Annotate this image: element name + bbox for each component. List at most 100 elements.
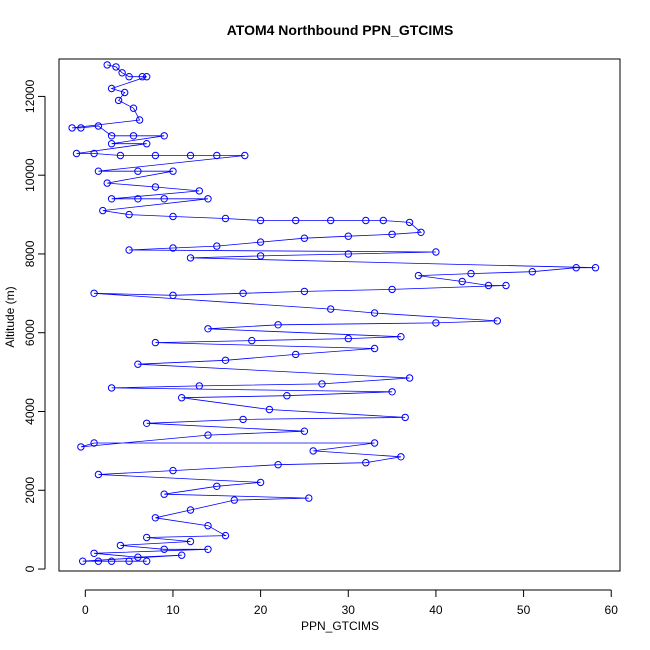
- data-point: [591, 264, 600, 272]
- data-point: [432, 248, 440, 256]
- data-point: [256, 478, 265, 487]
- data-point: [138, 73, 147, 81]
- data-point: [125, 557, 133, 565]
- x-tick-label: 0: [82, 603, 89, 617]
- data-point: [195, 382, 204, 390]
- data-point: [134, 553, 142, 561]
- data-point: [178, 394, 186, 402]
- data-point: [213, 151, 221, 160]
- data-point: [274, 321, 282, 329]
- data-point: [116, 151, 125, 160]
- data-point: [107, 132, 116, 140]
- data-point: [112, 63, 120, 71]
- data-point: [94, 470, 103, 479]
- data-point: [309, 447, 317, 455]
- data-point: [94, 122, 103, 130]
- x-tick-label: 60: [605, 603, 619, 617]
- data-point: [256, 216, 265, 225]
- data-point: [107, 384, 116, 392]
- data-point: [401, 413, 409, 422]
- data-point: [103, 179, 111, 187]
- y-tick-label: 0: [23, 565, 37, 572]
- data-point: [388, 285, 396, 294]
- data-point: [118, 69, 126, 77]
- y-tick-label: 12000: [23, 79, 37, 113]
- data-point: [379, 216, 387, 225]
- data-point: [143, 140, 151, 148]
- data-point: [90, 549, 98, 557]
- data-point: [107, 140, 116, 148]
- data-point: [213, 482, 221, 490]
- y-tick-label: 2000: [23, 477, 37, 504]
- data-point: [397, 453, 405, 461]
- data-point: [414, 271, 423, 280]
- x-tick-label: 20: [254, 603, 268, 617]
- data-point: [362, 459, 370, 467]
- data-point: [169, 466, 177, 475]
- data-point: [116, 541, 125, 550]
- data-layer: [68, 61, 600, 565]
- data-point: [160, 545, 168, 553]
- data-point: [68, 124, 76, 132]
- data-point: [129, 132, 138, 140]
- data-point: [134, 195, 142, 203]
- data-point: [572, 264, 580, 272]
- data-point: [256, 238, 265, 246]
- data-point: [283, 392, 291, 400]
- data-point: [528, 268, 536, 276]
- data-point: [370, 439, 379, 447]
- data-point: [327, 216, 335, 225]
- data-point: [405, 218, 414, 227]
- data-point: [388, 230, 396, 239]
- data-point: [274, 461, 282, 469]
- data-point: [213, 242, 221, 250]
- data-point: [344, 232, 352, 240]
- data-point: [151, 183, 160, 191]
- data-point: [186, 151, 195, 160]
- data-point: [107, 557, 116, 565]
- data-point: [195, 187, 204, 195]
- data-point: [169, 212, 177, 221]
- data-point: [134, 360, 142, 368]
- data-point: [135, 116, 144, 124]
- chart-title: ATOM4 Northbound PPN_GTCIMS: [227, 22, 454, 38]
- x-tick-label: 30: [342, 603, 356, 617]
- data-point: [397, 333, 405, 341]
- data-point: [178, 551, 186, 559]
- data-point: [72, 149, 81, 158]
- data-point: [432, 319, 440, 327]
- data-point: [121, 88, 129, 97]
- data-point: [90, 289, 98, 297]
- data-point: [204, 545, 212, 553]
- data-point: [160, 132, 168, 140]
- data-point: [186, 537, 195, 546]
- data-point: [405, 374, 414, 382]
- data-point: [79, 557, 87, 565]
- plot-frame: [58, 58, 621, 572]
- data-point: [107, 84, 116, 93]
- data-point: [300, 427, 309, 435]
- data-point: [186, 254, 195, 262]
- data-point: [502, 281, 510, 290]
- data-point: [94, 167, 103, 175]
- y-tick-label: 8000: [23, 240, 37, 267]
- data-point: [292, 216, 300, 225]
- data-point: [370, 309, 379, 317]
- data-point: [129, 104, 138, 112]
- data-point: [300, 287, 309, 296]
- data-point: [292, 350, 300, 359]
- data-point: [169, 291, 177, 299]
- data-point: [221, 356, 230, 364]
- data-point: [204, 195, 212, 203]
- data-point: [204, 522, 212, 530]
- data-point: [305, 494, 313, 502]
- data-point: [300, 234, 309, 242]
- y-tick-label: 4000: [23, 398, 37, 425]
- y-axis-label: Altitude (m): [3, 286, 17, 347]
- data-point: [151, 514, 160, 522]
- data-point: [344, 334, 352, 343]
- data-point: [318, 380, 326, 388]
- data-point: [467, 269, 475, 278]
